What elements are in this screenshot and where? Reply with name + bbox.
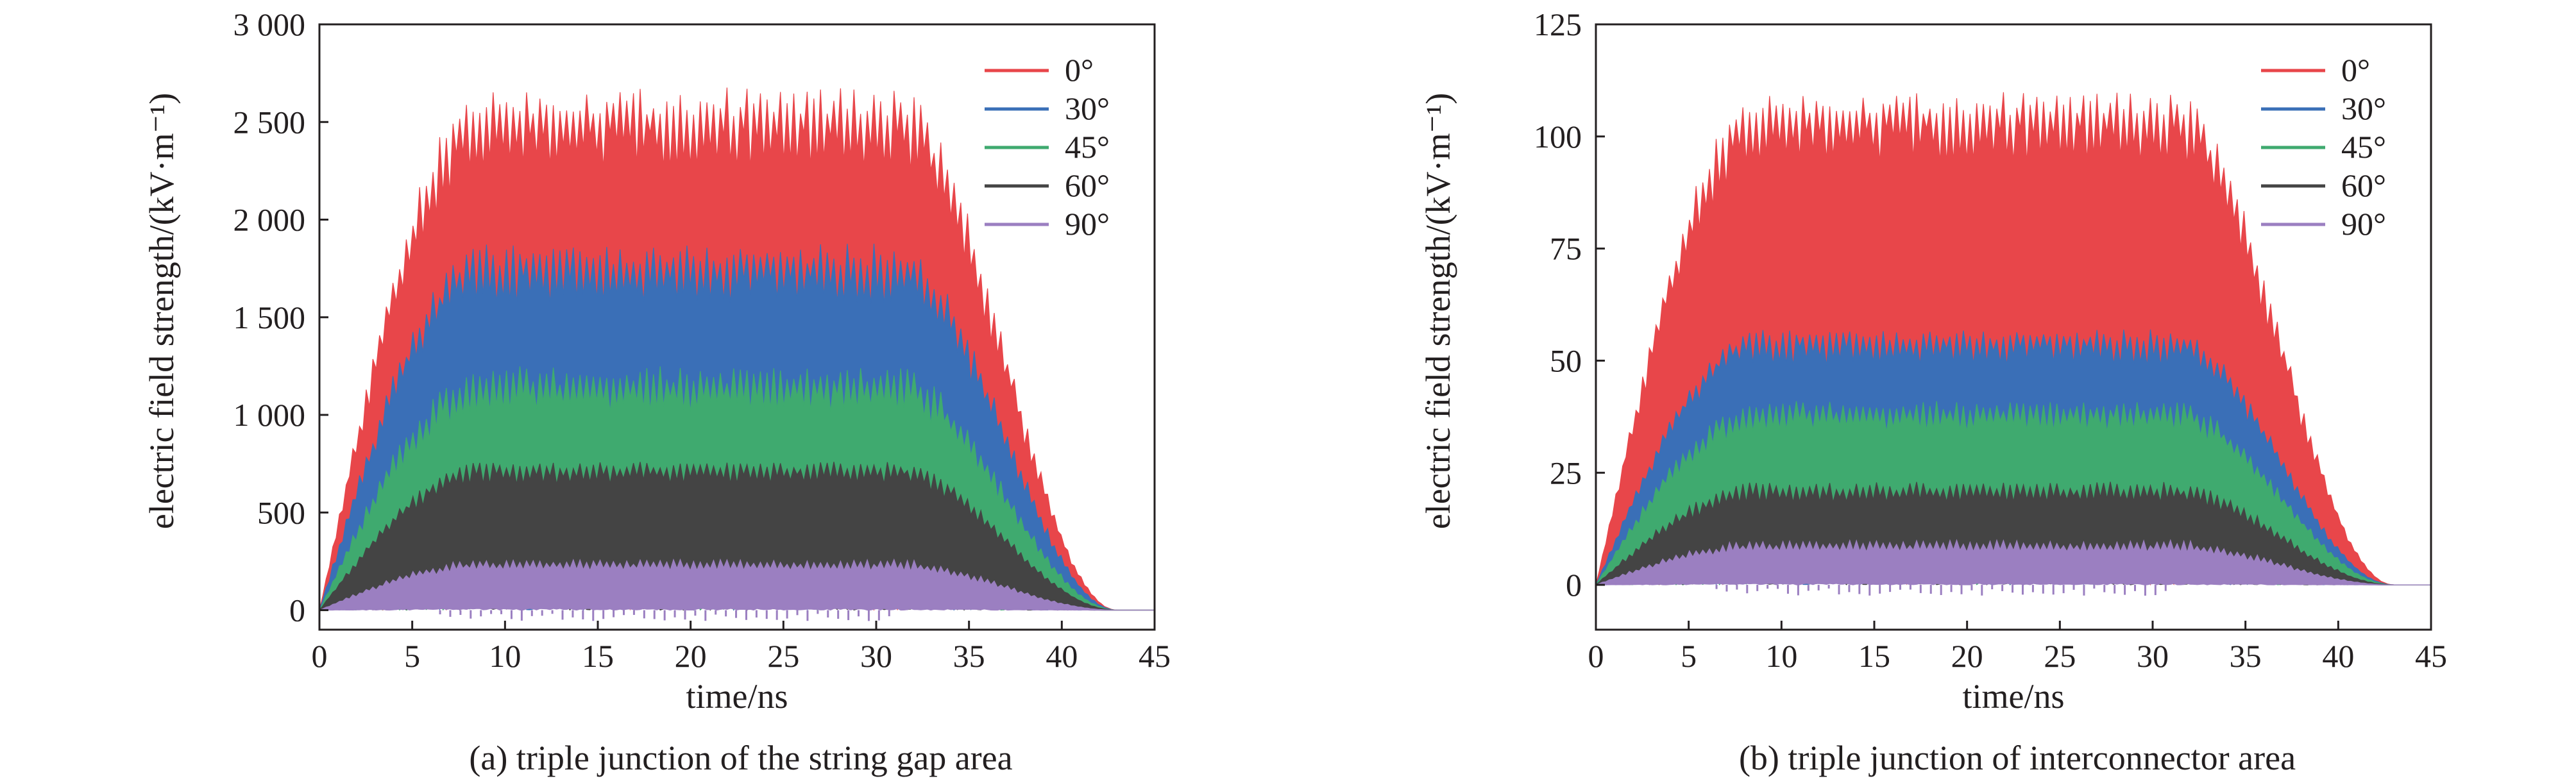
legend-label: 90° [2341, 206, 2386, 242]
x-tick-label: 30 [2137, 638, 2169, 674]
panel-caption: (a) triple junction of the string gap ar… [469, 739, 1012, 777]
x-tick-label: 20 [1951, 638, 1983, 674]
legend-label: 60° [1065, 167, 1110, 203]
plot-frame-a [318, 23, 1156, 631]
legend-label: 60° [2341, 167, 2386, 203]
x-axis-label: time/ns [686, 677, 788, 716]
x-tick-label: 10 [489, 638, 521, 674]
y-tick-label: 1 500 [233, 299, 306, 335]
x-axis-label: time/ns [1963, 677, 2065, 716]
series-negative-spikes-a [439, 610, 890, 621]
y-axis-label: electric field strength/(kV·m⁻¹) [1419, 93, 1457, 529]
x-tick-label: 45 [1139, 638, 1171, 674]
x-tick-label: 40 [1046, 638, 1078, 674]
legend-label: 90° [1065, 206, 1110, 242]
plot-frame-b [1595, 23, 2432, 631]
x-tick-label: 5 [1681, 638, 1697, 674]
chart-panel-a: 0 5 10 15 20 25 30 35 40 45 0 500 1 000 1 500 2 000 2 5… [142, 6, 1171, 777]
legend-label: 30° [2341, 90, 2386, 126]
y-tick-label: 50 [1550, 342, 1582, 378]
x-tick-label: 5 [404, 638, 420, 674]
series-area-a-90deg [319, 558, 1155, 611]
x-tick-label: 45 [2415, 638, 2447, 674]
x-tick-label: 15 [1858, 638, 1890, 674]
y-tick-label: 1 000 [233, 397, 306, 433]
x-tick-label: 25 [767, 638, 799, 674]
panel-caption: (b) triple junction of interconnector ar… [1739, 739, 2296, 777]
x-tick-label: 20 [675, 638, 707, 674]
x-tick-label: 0 [312, 638, 328, 674]
legend-a: 0°30°45°60°90° [985, 52, 1110, 242]
x-tick-label: 35 [2230, 638, 2262, 674]
legend-label: 0° [2341, 52, 2370, 88]
x-tick-label: 15 [582, 638, 614, 674]
series-area-b-90deg [1595, 539, 2431, 585]
y-tick-label: 100 [1534, 119, 1582, 155]
x-tick-label: 10 [1765, 638, 1797, 674]
y-tick-label: 0 [1566, 567, 1582, 603]
y-tick-label: 500 [257, 494, 305, 530]
y-tick-label: 25 [1550, 455, 1582, 491]
y-tick-label: 75 [1550, 231, 1582, 267]
y-tick-label: 0 [289, 592, 305, 628]
legend-label: 0° [1065, 52, 1094, 88]
legend-b: 0°30°45°60°90° [2261, 52, 2386, 242]
y-axis-label: electric field strength/(kV·m⁻¹) [142, 93, 181, 529]
x-tick-label: 40 [2322, 638, 2354, 674]
chart-panel-b: 0 5 10 15 20 25 30 35 40 45 0 25 50 75 100 125 time/ns el… [1419, 6, 2447, 777]
x-tick-label: 35 [953, 638, 985, 674]
x-tick-label: 0 [1588, 638, 1604, 674]
legend-label: 45° [2341, 129, 2386, 165]
legend-label: 30° [1065, 90, 1110, 126]
x-tick-label: 30 [860, 638, 892, 674]
y-tick-label: 2 500 [233, 104, 306, 140]
y-tick-label: 125 [1534, 6, 1582, 42]
series-negative-spikes-b [1715, 585, 2167, 596]
x-tick-label: 25 [2044, 638, 2076, 674]
y-tick-label: 2 000 [233, 202, 306, 238]
y-tick-label: 3 000 [233, 6, 306, 42]
legend-label: 45° [1065, 129, 1110, 165]
